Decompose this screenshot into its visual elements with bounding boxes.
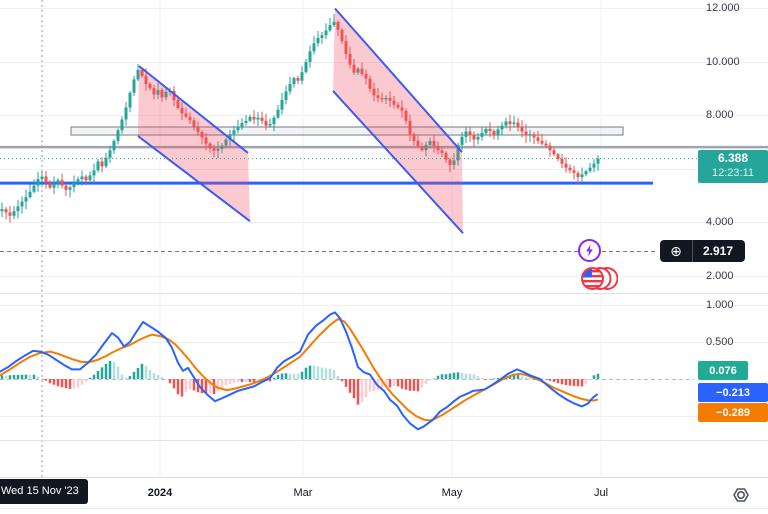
time-axis-label: Mar <box>293 487 313 499</box>
bar-close-countdown: 12:23:11 <box>711 167 754 179</box>
price-axis-label: 4.000 <box>706 216 734 228</box>
alert-price-value: 2.917 <box>703 244 734 258</box>
macd-line-value-label: −0.213 <box>698 383 768 402</box>
time-axis-border <box>0 477 768 478</box>
price-axis-label: 1.000 <box>706 299 734 311</box>
current-price-label: 6.388 12:23:11 <box>698 150 768 183</box>
time-axis-label: 2024 <box>147 487 173 499</box>
price-alert-label[interactable]: ⊕ 2.917 <box>660 240 746 262</box>
price-axis-label: 12.000 <box>706 2 740 14</box>
price-axis-label: 8.000 <box>706 109 734 121</box>
price-axis-label: 2.000 <box>706 270 734 282</box>
add-alert-plus-icon[interactable]: ⊕ <box>670 243 682 259</box>
lightning-event-icon[interactable] <box>577 238 602 268</box>
current-price-value: 6.388 <box>717 151 749 165</box>
alert-pill-divider <box>692 240 693 262</box>
price-axis-label: 10.000 <box>706 56 740 68</box>
macd-histogram-value-label: 0.076 <box>698 361 748 380</box>
date-crosshair-tooltip: Wed 15 Nov '23 <box>0 479 88 504</box>
time-axis-label: May <box>441 487 463 499</box>
indicator-bottom-line <box>0 440 768 441</box>
bottom-border <box>0 508 768 509</box>
economic-event-flag-icon[interactable] <box>580 266 619 296</box>
price-axis-label: 0.500 <box>706 336 734 348</box>
time-axis-label: Jul <box>593 487 609 499</box>
pane-separator[interactable] <box>0 293 768 294</box>
time-axis-settings-icon[interactable] <box>729 483 753 512</box>
macd-signal-value-label: −0.289 <box>698 403 768 422</box>
